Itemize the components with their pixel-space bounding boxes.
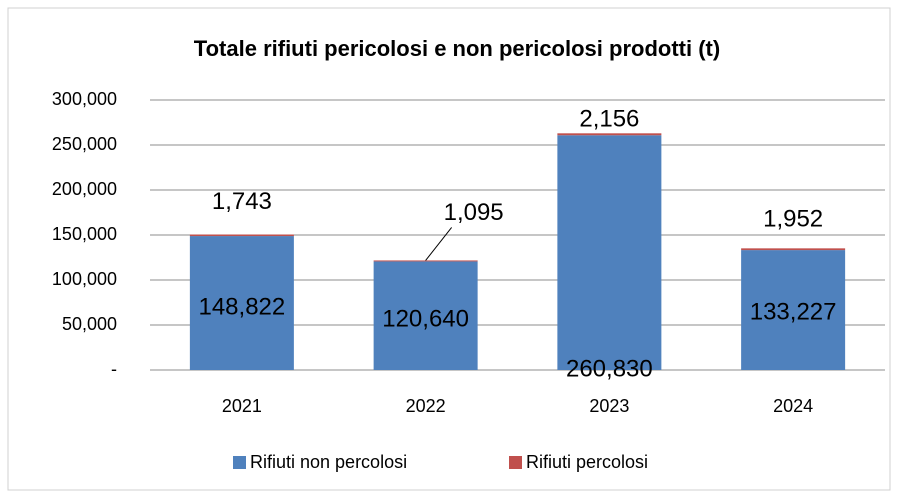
chart-title: Totale rifiuti pericolosi e non pericolo…	[194, 36, 720, 61]
x-tick-label: 2022	[406, 396, 446, 416]
bar-segment	[557, 135, 662, 370]
legend-swatch	[233, 456, 246, 469]
data-label: 1,743	[212, 188, 272, 215]
bar-segment	[557, 133, 662, 136]
legend-label: Rifiuti percolosi	[526, 452, 648, 472]
legend-label: Rifiuti non percolosi	[250, 452, 407, 472]
data-label: 2,156	[579, 106, 639, 133]
data-label: 260,830	[566, 355, 653, 382]
bar-segment	[189, 236, 294, 370]
bar-segment	[373, 261, 478, 370]
y-tick-label: 150,000	[52, 224, 117, 244]
data-label: 120,640	[382, 305, 469, 332]
leader-line	[425, 227, 453, 261]
bar-segment	[741, 250, 846, 370]
y-tick-label: -	[111, 359, 117, 379]
data-label: 1,952	[763, 206, 823, 233]
data-label: 1,095	[444, 199, 504, 226]
x-tick-label: 2023	[589, 396, 629, 416]
y-tick-label: 100,000	[52, 269, 117, 289]
data-label: 133,227	[750, 298, 837, 325]
bar-segment	[373, 260, 478, 262]
data-label: 148,822	[198, 293, 285, 320]
y-tick-label: 300,000	[52, 89, 117, 109]
x-tick-label: 2021	[222, 396, 262, 416]
legend-swatch	[509, 456, 522, 469]
y-tick-label: 200,000	[52, 179, 117, 199]
x-tick-label: 2024	[773, 396, 813, 416]
y-tick-label: 250,000	[52, 134, 117, 154]
y-tick-label: 50,000	[62, 314, 117, 334]
bar-segment	[189, 234, 294, 237]
bar-segment	[741, 248, 846, 251]
